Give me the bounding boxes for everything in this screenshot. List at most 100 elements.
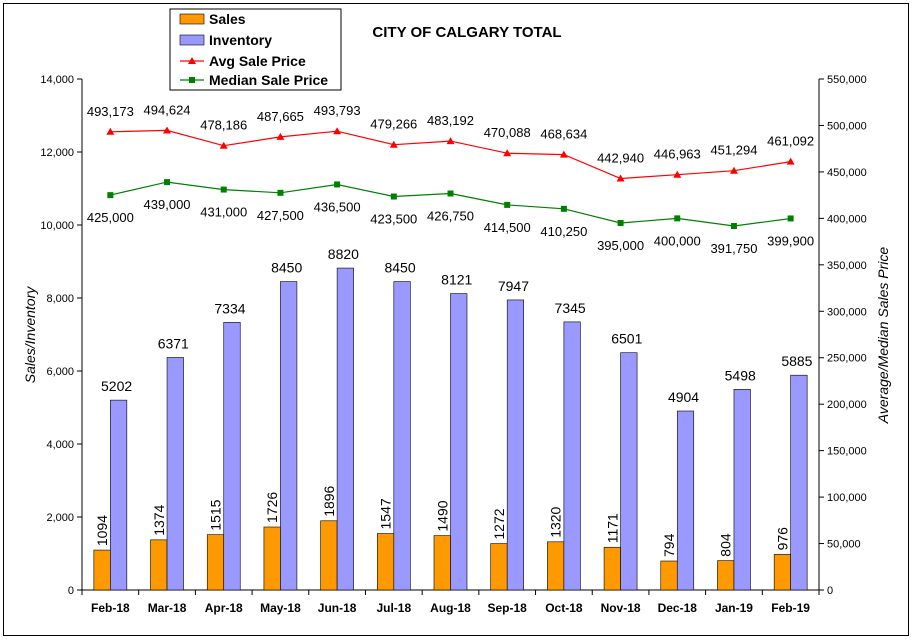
avg-price-marker <box>729 166 738 174</box>
inventory-bar-label: 8450 <box>271 260 302 276</box>
avg-price-label: 451,294 <box>710 143 757 158</box>
y2-tick-label: 450,000 <box>827 167 867 179</box>
avg-price-label: 442,940 <box>597 150 644 165</box>
y2-tick-label: 50,000 <box>827 539 861 551</box>
sales-bar-label: 1896 <box>321 485 337 516</box>
median-price-marker <box>504 201 511 208</box>
avg-price-marker <box>503 149 512 157</box>
median-price-label: 439,000 <box>144 197 191 212</box>
inventory-bar-label: 7345 <box>555 300 586 316</box>
inventory-bar-label: 8450 <box>384 260 415 276</box>
inventory-bar <box>336 267 354 591</box>
avg-price-label: 478,186 <box>200 118 247 133</box>
avg-price-label: 479,266 <box>370 117 417 132</box>
legend-label: Inventory <box>209 32 272 48</box>
sales-bar <box>660 560 678 591</box>
median-price-label: 400,000 <box>654 233 701 248</box>
y-tick-label: 12,000 <box>40 147 74 159</box>
median-price-label: 426,750 <box>427 209 474 224</box>
y2-tick-label: 300,000 <box>827 306 867 318</box>
x-tick-label: Dec-18 <box>658 601 698 615</box>
x-tick-label: Mar-18 <box>148 601 187 615</box>
legend-marker <box>188 57 196 64</box>
median-price-marker <box>787 215 794 222</box>
y2-tick-label: 150,000 <box>827 446 867 458</box>
inventory-bar-label: 4904 <box>668 389 699 405</box>
avg-price-label: 487,665 <box>257 109 304 124</box>
legend-label: Sales <box>209 11 246 27</box>
inventory-bar <box>676 410 695 591</box>
x-tick-label: Apr-18 <box>205 601 243 615</box>
inventory-bar <box>223 322 241 591</box>
inventory-bar-label: 8121 <box>441 272 472 288</box>
x-tick-label: Feb-18 <box>91 601 130 615</box>
median-price-marker <box>277 189 284 196</box>
y2-tick-label: 250,000 <box>827 353 867 365</box>
avg-price-marker <box>276 132 285 140</box>
x-tick-label: May-18 <box>260 601 301 615</box>
x-tick-label: Oct-18 <box>545 601 583 615</box>
avg-price-marker <box>786 157 795 165</box>
y-tick-label: 8,000 <box>46 293 74 305</box>
inventory-bar <box>280 281 298 591</box>
avg-price-label: 493,173 <box>87 104 134 119</box>
avg-price-marker <box>389 140 398 148</box>
x-tick-label: Jul-18 <box>376 601 411 615</box>
sales-bar <box>773 554 791 591</box>
inventory-bar <box>166 357 184 591</box>
inventory-bar-label: 5202 <box>101 378 132 394</box>
y2-axis-title: Average/Median Sales Price <box>875 247 891 425</box>
inventory-bar <box>506 299 524 591</box>
avg-price-marker <box>616 174 625 182</box>
sales-bar <box>206 534 225 591</box>
inventory-bar-label: 7947 <box>498 278 529 294</box>
sales-bar <box>93 549 111 591</box>
avg-price-marker <box>559 150 568 158</box>
legend-label: Median Sale Price <box>209 72 328 88</box>
y-axis-title: Sales/Inventory <box>22 286 38 383</box>
y-tick-label: 14,000 <box>40 74 74 86</box>
sales-bar-label: 1272 <box>491 508 507 539</box>
median-price-label: 399,900 <box>767 233 814 248</box>
inventory-bar-label: 6371 <box>158 335 189 351</box>
legend-marker <box>189 77 195 83</box>
median-price-marker <box>674 215 681 222</box>
sales-bar <box>263 526 281 591</box>
x-tick-label: Jun-18 <box>318 601 357 615</box>
sales-bar <box>547 541 565 591</box>
x-tick-label: Feb-19 <box>771 601 810 615</box>
avg-price-marker <box>333 127 342 135</box>
y2-tick-label: 350,000 <box>827 260 867 272</box>
inventory-bar <box>790 374 808 591</box>
avg-price-label: 493,793 <box>314 103 361 118</box>
median-price-marker <box>447 190 454 197</box>
median-price-label: 395,000 <box>597 238 644 253</box>
y-tick-label: 4,000 <box>46 439 74 451</box>
sales-bar <box>320 520 338 591</box>
median-price-label: 391,750 <box>710 241 757 256</box>
median-price-marker <box>107 192 114 199</box>
avg-price-label: 461,092 <box>767 134 814 149</box>
median-price-label: 410,250 <box>540 224 587 239</box>
avg-price-marker <box>106 127 115 135</box>
legend-label: Avg Sale Price <box>209 53 306 69</box>
avg-price-marker <box>446 137 455 145</box>
sales-bar <box>150 539 168 591</box>
inventory-bar-label: 5885 <box>781 353 812 369</box>
inventory-bar <box>563 321 581 591</box>
inventory-bar-label: 8820 <box>328 246 359 262</box>
avg-price-label: 483,192 <box>427 113 474 128</box>
inventory-bar <box>733 389 751 591</box>
sales-bar-label: 1490 <box>434 500 450 531</box>
sales-bar-label: 1094 <box>94 515 110 546</box>
y-tick-label: 2,000 <box>46 512 74 524</box>
sales-bar <box>490 543 508 591</box>
y2-tick-label: 550,000 <box>827 74 867 86</box>
inventory-bar-label: 7334 <box>214 300 245 316</box>
legend-swatch <box>179 13 205 25</box>
plot-area: 0 2,000 4,000 6,000 8,000 10,000 12,000 14,000 0… <box>40 74 866 615</box>
inventory-bar <box>450 293 468 591</box>
sales-bar-label: 1171 <box>604 513 620 543</box>
sales-bar <box>433 535 451 591</box>
